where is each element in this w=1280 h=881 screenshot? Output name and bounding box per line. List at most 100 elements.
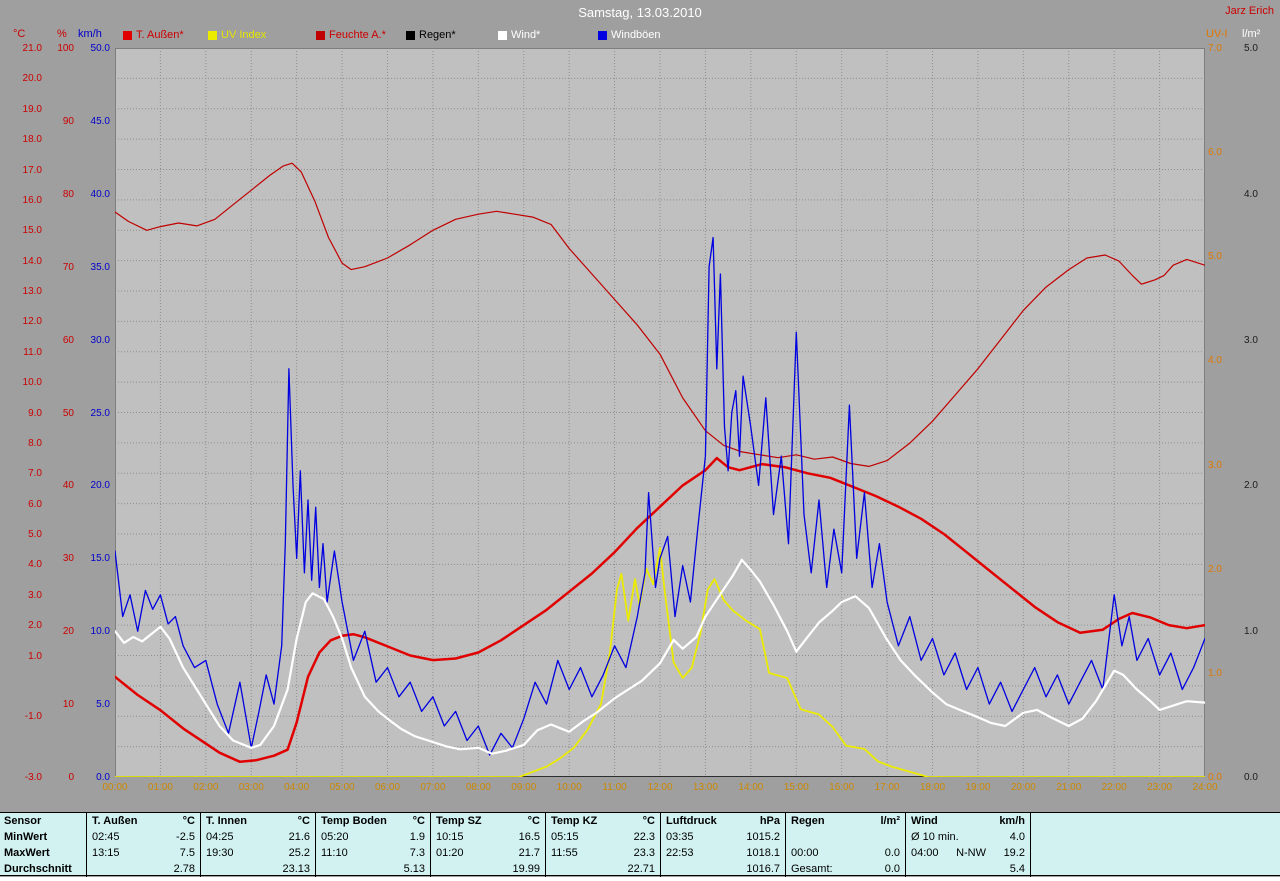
- axis-title-humidity: %: [57, 28, 67, 40]
- table-cell-text: 16.5: [518, 831, 540, 843]
- table-filler: [1030, 813, 1280, 829]
- legend-swatch-icon: [208, 30, 217, 40]
- y-tick-humidity: 100: [57, 43, 74, 54]
- y-tick-uv: 4.0: [1208, 355, 1222, 367]
- legend-label: Windböen: [611, 29, 661, 41]
- legend-label: Wind*: [511, 29, 541, 41]
- x-tick-time: 13:00: [692, 782, 718, 793]
- table-cell-text: 22.3: [633, 831, 655, 843]
- x-tick-time: 23:00: [1147, 782, 1173, 793]
- y-tick-temp: 15.0: [22, 225, 42, 237]
- axis-title-wind: km/h: [78, 28, 102, 40]
- x-tick-time: 19:00: [965, 782, 991, 793]
- x-tick-time: 17:00: [874, 782, 900, 793]
- y-tick-temp: 8.0: [28, 437, 42, 449]
- y-tick-rain: 1.0: [1244, 626, 1258, 638]
- legend-swatch-icon: [123, 30, 132, 40]
- plot-area: [115, 48, 1205, 777]
- table-cell-text: 19.2: [1003, 847, 1025, 859]
- x-tick-time: 05:00: [329, 782, 355, 793]
- y-tick-temp: 11.0: [23, 346, 42, 358]
- table-cell-text: 05:15: [551, 831, 579, 843]
- table-cell: 2.78: [86, 861, 200, 877]
- table-cell-text: N-NW: [956, 847, 987, 859]
- y-tick-rain: 3.0: [1244, 334, 1258, 346]
- y-tick-temp: 7.0: [28, 468, 42, 480]
- y-tick-wind: 5.0: [96, 699, 110, 711]
- table-cell-text: °C: [412, 815, 425, 827]
- table-cell: 19:30 25.2: [200, 845, 315, 861]
- y-tick-temp: 4.0: [28, 559, 42, 571]
- legend-item: Regen*: [406, 29, 456, 41]
- table-cell-text: 02:45: [92, 831, 120, 843]
- table-cell: 5.4: [905, 861, 1030, 877]
- table-cell-text: 7.3: [409, 847, 425, 859]
- x-tick-time: 06:00: [374, 782, 401, 793]
- table-cell-text: 11:55: [551, 847, 578, 859]
- table-cell-text: Regen: [791, 815, 825, 827]
- bottom-strip: [0, 877, 1280, 881]
- table-row-label: MinWert: [4, 831, 48, 843]
- y-tick-humidity: 40: [62, 480, 74, 492]
- y-tick-temp: 6.0: [28, 498, 42, 510]
- y-tick-rain: 4.0: [1244, 188, 1258, 200]
- legend-item: T. Außen*: [123, 29, 184, 41]
- x-tick-time: 11:00: [602, 782, 627, 793]
- y-tick-humidity: 80: [62, 188, 74, 200]
- summary-table: Sensor T. Außen °C T. Innen °C Temp Boden °C Te…: [0, 812, 1280, 877]
- x-tick-time: 20:00: [1010, 782, 1036, 793]
- y-tick-wind: 35.0: [90, 261, 110, 273]
- y-tick-rain: 5.0: [1244, 43, 1258, 54]
- table-header-cell: Temp Boden °C: [315, 813, 430, 829]
- table-header-cell: Regen l/m²: [785, 813, 905, 829]
- table-cell: 05:20 1.9: [315, 829, 430, 845]
- table-cell-text: °C: [642, 815, 655, 827]
- y-tick-wind: 10.0: [90, 626, 110, 638]
- legend-label: Regen*: [419, 29, 456, 41]
- table-cell-text: -2.5: [176, 831, 195, 843]
- y-tick-uv: 1.0: [1208, 667, 1222, 679]
- x-tick-time: 16:00: [829, 782, 855, 793]
- table-cell-text: 7.5: [179, 847, 195, 859]
- x-tick-time: 07:00: [420, 782, 446, 793]
- table-cell-text: Ø 10 min.: [911, 831, 959, 843]
- y-tick-temp: 2.0: [28, 620, 42, 632]
- table-cell-text: °C: [182, 815, 195, 827]
- table-cell: 13:15 7.5: [86, 845, 200, 861]
- y-tick-wind: 30.0: [90, 334, 110, 346]
- table-cell-text: Temp SZ: [436, 815, 482, 827]
- table-filler: [1030, 861, 1280, 877]
- table-cell-text: 19:30: [206, 847, 234, 859]
- table-cell: 11:55 23.3: [545, 845, 660, 861]
- table-cell-text: T. Außen: [92, 815, 138, 827]
- y-tick-wind: 50.0: [90, 43, 110, 54]
- y-tick-uv: 7.0: [1208, 43, 1222, 54]
- table-cell-text: 5.4: [1009, 863, 1025, 875]
- table-cell-text: T. Innen: [206, 815, 247, 827]
- table-cell-text: 2.78: [173, 863, 195, 875]
- x-tick-time: 04:00: [284, 782, 310, 793]
- table-cell: 02:45 -2.5: [86, 829, 200, 845]
- y-tick-rain: 0.0: [1244, 772, 1258, 783]
- table-cell: 5.13: [315, 861, 430, 877]
- y-tick-humidity: 0: [68, 772, 74, 783]
- x-tick-time: 02:00: [193, 782, 219, 793]
- y-tick-humidity: 90: [62, 115, 74, 127]
- table-cell: 03:35 1015.2: [660, 829, 785, 845]
- y-tick-temp: 18.0: [22, 134, 42, 146]
- axis-title-uv: UV-I: [1206, 28, 1228, 40]
- y-tick-humidity: 10: [62, 699, 74, 711]
- table-cell-text: 4.0: [1009, 831, 1025, 843]
- chart-title: Samstag, 13.03.2010: [578, 5, 702, 20]
- table-cell-text: 1.9: [409, 831, 425, 843]
- x-tick-time: 12:00: [647, 782, 673, 793]
- table-row-label: Sensor: [4, 815, 42, 827]
- y-tick-temp: 21.0: [22, 43, 42, 54]
- table-cell: 00:00 0.0: [785, 845, 905, 861]
- series-line-wind: [115, 236, 1205, 756]
- table-cell-text: 1015.2: [746, 831, 780, 843]
- y-tick-temp: 14.0: [22, 255, 42, 267]
- table-cell-text: 23.13: [282, 863, 310, 875]
- table-cell: Ø 10 min. 4.0: [905, 829, 1030, 845]
- y-tick-uv: 2.0: [1208, 563, 1222, 575]
